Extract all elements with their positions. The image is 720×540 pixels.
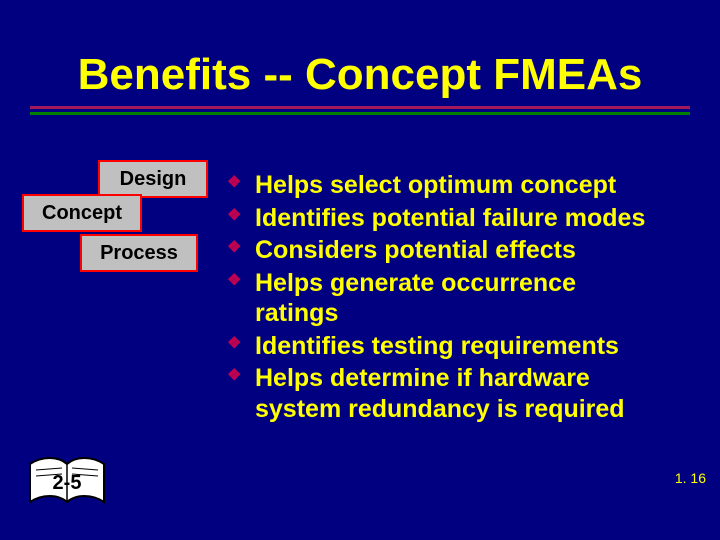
- bullet-text: Helps select optimum concept: [255, 171, 616, 199]
- list-item: ❖ Considers potential effects: [225, 235, 665, 266]
- title-underline: [30, 106, 690, 115]
- diamond-bullet-icon: ❖: [227, 209, 241, 223]
- benefits-list: ❖ Helps select optimum concept ❖ Identif…: [225, 170, 665, 426]
- rule-top: [30, 106, 690, 109]
- list-item: ❖ Identifies potential failure modes: [225, 203, 665, 234]
- bullet-text: Identifies testing requirements: [255, 332, 619, 360]
- diamond-bullet-icon: ❖: [227, 241, 241, 255]
- bullet-text: Identifies potential failure modes: [255, 204, 645, 232]
- list-item: ❖ Identifies testing requirements: [225, 331, 665, 362]
- box-design: Design: [98, 160, 208, 198]
- diamond-bullet-icon: ❖: [227, 176, 241, 190]
- list-item: ❖ Helps determine if hardware system red…: [225, 363, 665, 424]
- slide-title: Benefits -- Concept FMEAs: [0, 50, 720, 100]
- slide: Benefits -- Concept FMEAs Design Concept…: [0, 0, 720, 540]
- book-reference: 2-5: [28, 472, 106, 495]
- page-number: 1. 16: [675, 470, 706, 486]
- bullet-text: Considers potential effects: [255, 236, 576, 264]
- diamond-bullet-icon: ❖: [227, 337, 241, 351]
- bullet-text: Helps determine if hardware system redun…: [255, 364, 625, 423]
- rule-bottom: [30, 112, 690, 115]
- diamond-bullet-icon: ❖: [227, 369, 241, 383]
- book-icon: 2-5: [28, 454, 106, 510]
- list-item: ❖ Helps select optimum concept: [225, 170, 665, 201]
- box-process: Process: [80, 234, 198, 272]
- list-item: ❖ Helps generate occurrence ratings: [225, 268, 665, 329]
- box-concept: Concept: [22, 194, 142, 232]
- diamond-bullet-icon: ❖: [227, 274, 241, 288]
- bullet-text: Helps generate occurrence ratings: [255, 269, 576, 328]
